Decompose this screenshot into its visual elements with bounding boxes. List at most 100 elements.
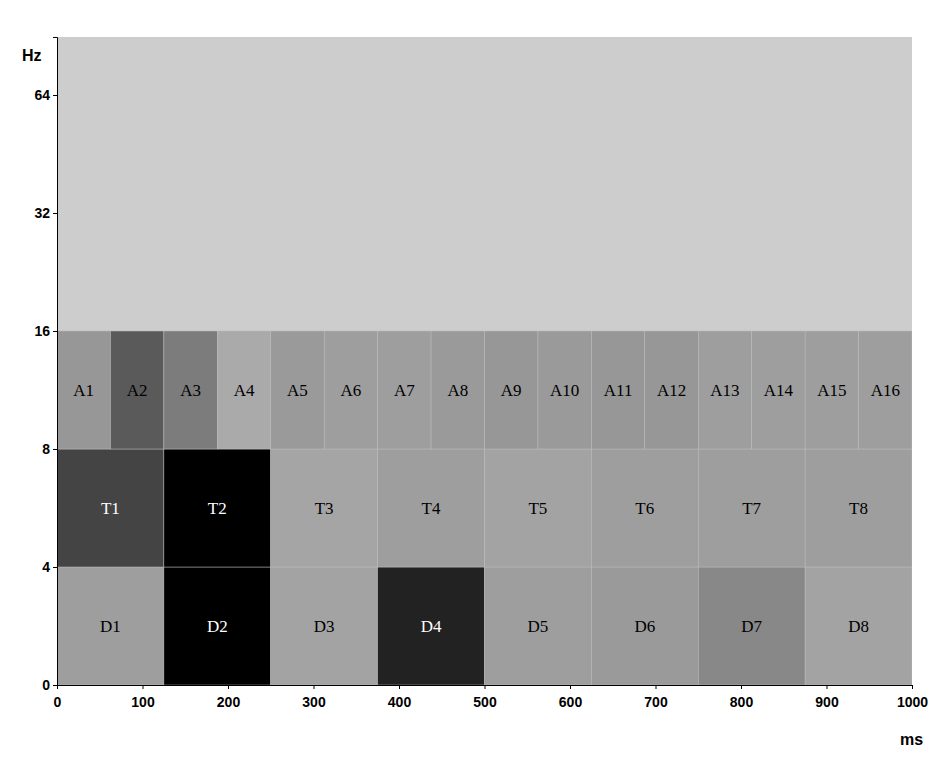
x-tick: 200 xyxy=(217,685,241,710)
cell xyxy=(110,331,163,449)
y-tick-mark xyxy=(53,567,57,568)
cell xyxy=(378,449,485,567)
cell-label: D2 xyxy=(207,617,228,636)
cell-label: A5 xyxy=(287,381,308,400)
x-tick-mark xyxy=(570,685,571,689)
x-tick-label: 100 xyxy=(131,694,155,710)
cell-label: A13 xyxy=(710,381,739,400)
y-tick: 16 xyxy=(34,323,57,339)
y-tick-mark xyxy=(53,331,57,332)
cell xyxy=(378,331,431,449)
cell xyxy=(217,331,270,449)
y-tick-label: 0 xyxy=(42,677,50,693)
x-tick-mark xyxy=(399,685,400,689)
cell xyxy=(431,331,484,449)
x-tick: 900 xyxy=(815,685,839,710)
y-tick-mark xyxy=(53,95,57,96)
cell-label: A7 xyxy=(394,381,415,400)
cell-label: A9 xyxy=(501,381,522,400)
y-tick: 4 xyxy=(42,559,57,575)
cell xyxy=(859,331,912,449)
cell xyxy=(164,331,217,449)
cell xyxy=(698,567,805,685)
cell xyxy=(485,449,592,567)
x-tick-label: 800 xyxy=(730,694,754,710)
cell xyxy=(591,567,698,685)
y-axis-line xyxy=(53,37,58,685)
x-tick: 600 xyxy=(559,685,583,710)
cell xyxy=(805,331,858,449)
cells xyxy=(57,331,912,685)
x-axis: 01002003004005006007008009001000 xyxy=(54,685,929,710)
cell-label: A15 xyxy=(817,381,846,400)
x-tick-label: 0 xyxy=(54,694,62,710)
y-tick-label: 4 xyxy=(42,559,50,575)
cell-label: T6 xyxy=(635,499,654,518)
cell-label: A12 xyxy=(657,381,686,400)
y-tick-mark xyxy=(53,449,57,450)
x-tick: 100 xyxy=(131,685,155,710)
cell xyxy=(805,567,912,685)
y-axis: 048163264 xyxy=(34,37,57,693)
x-tick-label: 300 xyxy=(302,694,326,710)
x-tick-mark xyxy=(741,685,742,689)
x-tick-mark xyxy=(656,685,657,689)
cell xyxy=(271,331,324,449)
x-tick: 800 xyxy=(730,685,754,710)
cell-label: A11 xyxy=(604,381,633,400)
cell-label: A1 xyxy=(73,381,94,400)
cell xyxy=(324,331,377,449)
x-axis-line xyxy=(58,686,913,690)
cell-label: D5 xyxy=(528,617,549,636)
y-tick-mark xyxy=(53,685,57,686)
x-tick-label: 700 xyxy=(644,694,668,710)
cell-label: A4 xyxy=(234,381,255,400)
cell-label: D8 xyxy=(848,617,869,636)
chart: D1D2D3D4D5D6D7D8T1T2T3T4T5T6T7T8A1A2A3A4… xyxy=(0,0,936,760)
cell-label: T3 xyxy=(315,499,334,518)
x-tick-label: 200 xyxy=(217,694,241,710)
x-tick-label: 1000 xyxy=(897,694,928,710)
cell xyxy=(271,567,378,685)
x-tick-mark xyxy=(228,685,229,689)
plot-background xyxy=(57,37,912,685)
x-axis-title: ms xyxy=(900,731,923,748)
x-tick-label: 600 xyxy=(559,694,583,710)
y-tick: 32 xyxy=(34,205,57,221)
cell xyxy=(164,449,271,567)
cell-label: T5 xyxy=(528,499,547,518)
cell-label: D7 xyxy=(741,617,762,636)
cell-labels: D1D2D3D4D5D6D7D8T1T2T3T4T5T6T7T8A1A2A3A4… xyxy=(73,381,900,636)
x-tick: 1000 xyxy=(897,685,928,710)
cell xyxy=(485,331,538,449)
cell-label: A16 xyxy=(871,381,900,400)
cell xyxy=(805,449,912,567)
cell-label: D3 xyxy=(314,617,335,636)
cell-label: A2 xyxy=(127,381,148,400)
x-tick: 300 xyxy=(302,685,326,710)
x-tick-mark xyxy=(912,685,913,689)
cell-label: T8 xyxy=(849,499,868,518)
cell xyxy=(485,567,592,685)
cell xyxy=(57,567,164,685)
cell xyxy=(57,331,110,449)
cell xyxy=(271,449,378,567)
y-tick-mark xyxy=(53,213,57,214)
cell xyxy=(164,567,271,685)
x-tick-mark xyxy=(143,685,144,689)
cell-label: D1 xyxy=(100,617,121,636)
y-tick-label: 8 xyxy=(42,441,50,457)
cell xyxy=(378,567,485,685)
cell-label: A6 xyxy=(341,381,362,400)
cell xyxy=(752,331,805,449)
x-tick-mark xyxy=(485,685,486,689)
cell xyxy=(591,449,698,567)
x-tick-mark xyxy=(827,685,828,689)
cell-label: D6 xyxy=(634,617,655,636)
y-tick-label: 32 xyxy=(34,205,50,221)
x-tick: 0 xyxy=(54,685,62,710)
x-tick-mark xyxy=(314,685,315,689)
y-tick: 8 xyxy=(42,441,57,457)
x-tick-label: 400 xyxy=(388,694,412,710)
cell-label: A10 xyxy=(550,381,579,400)
